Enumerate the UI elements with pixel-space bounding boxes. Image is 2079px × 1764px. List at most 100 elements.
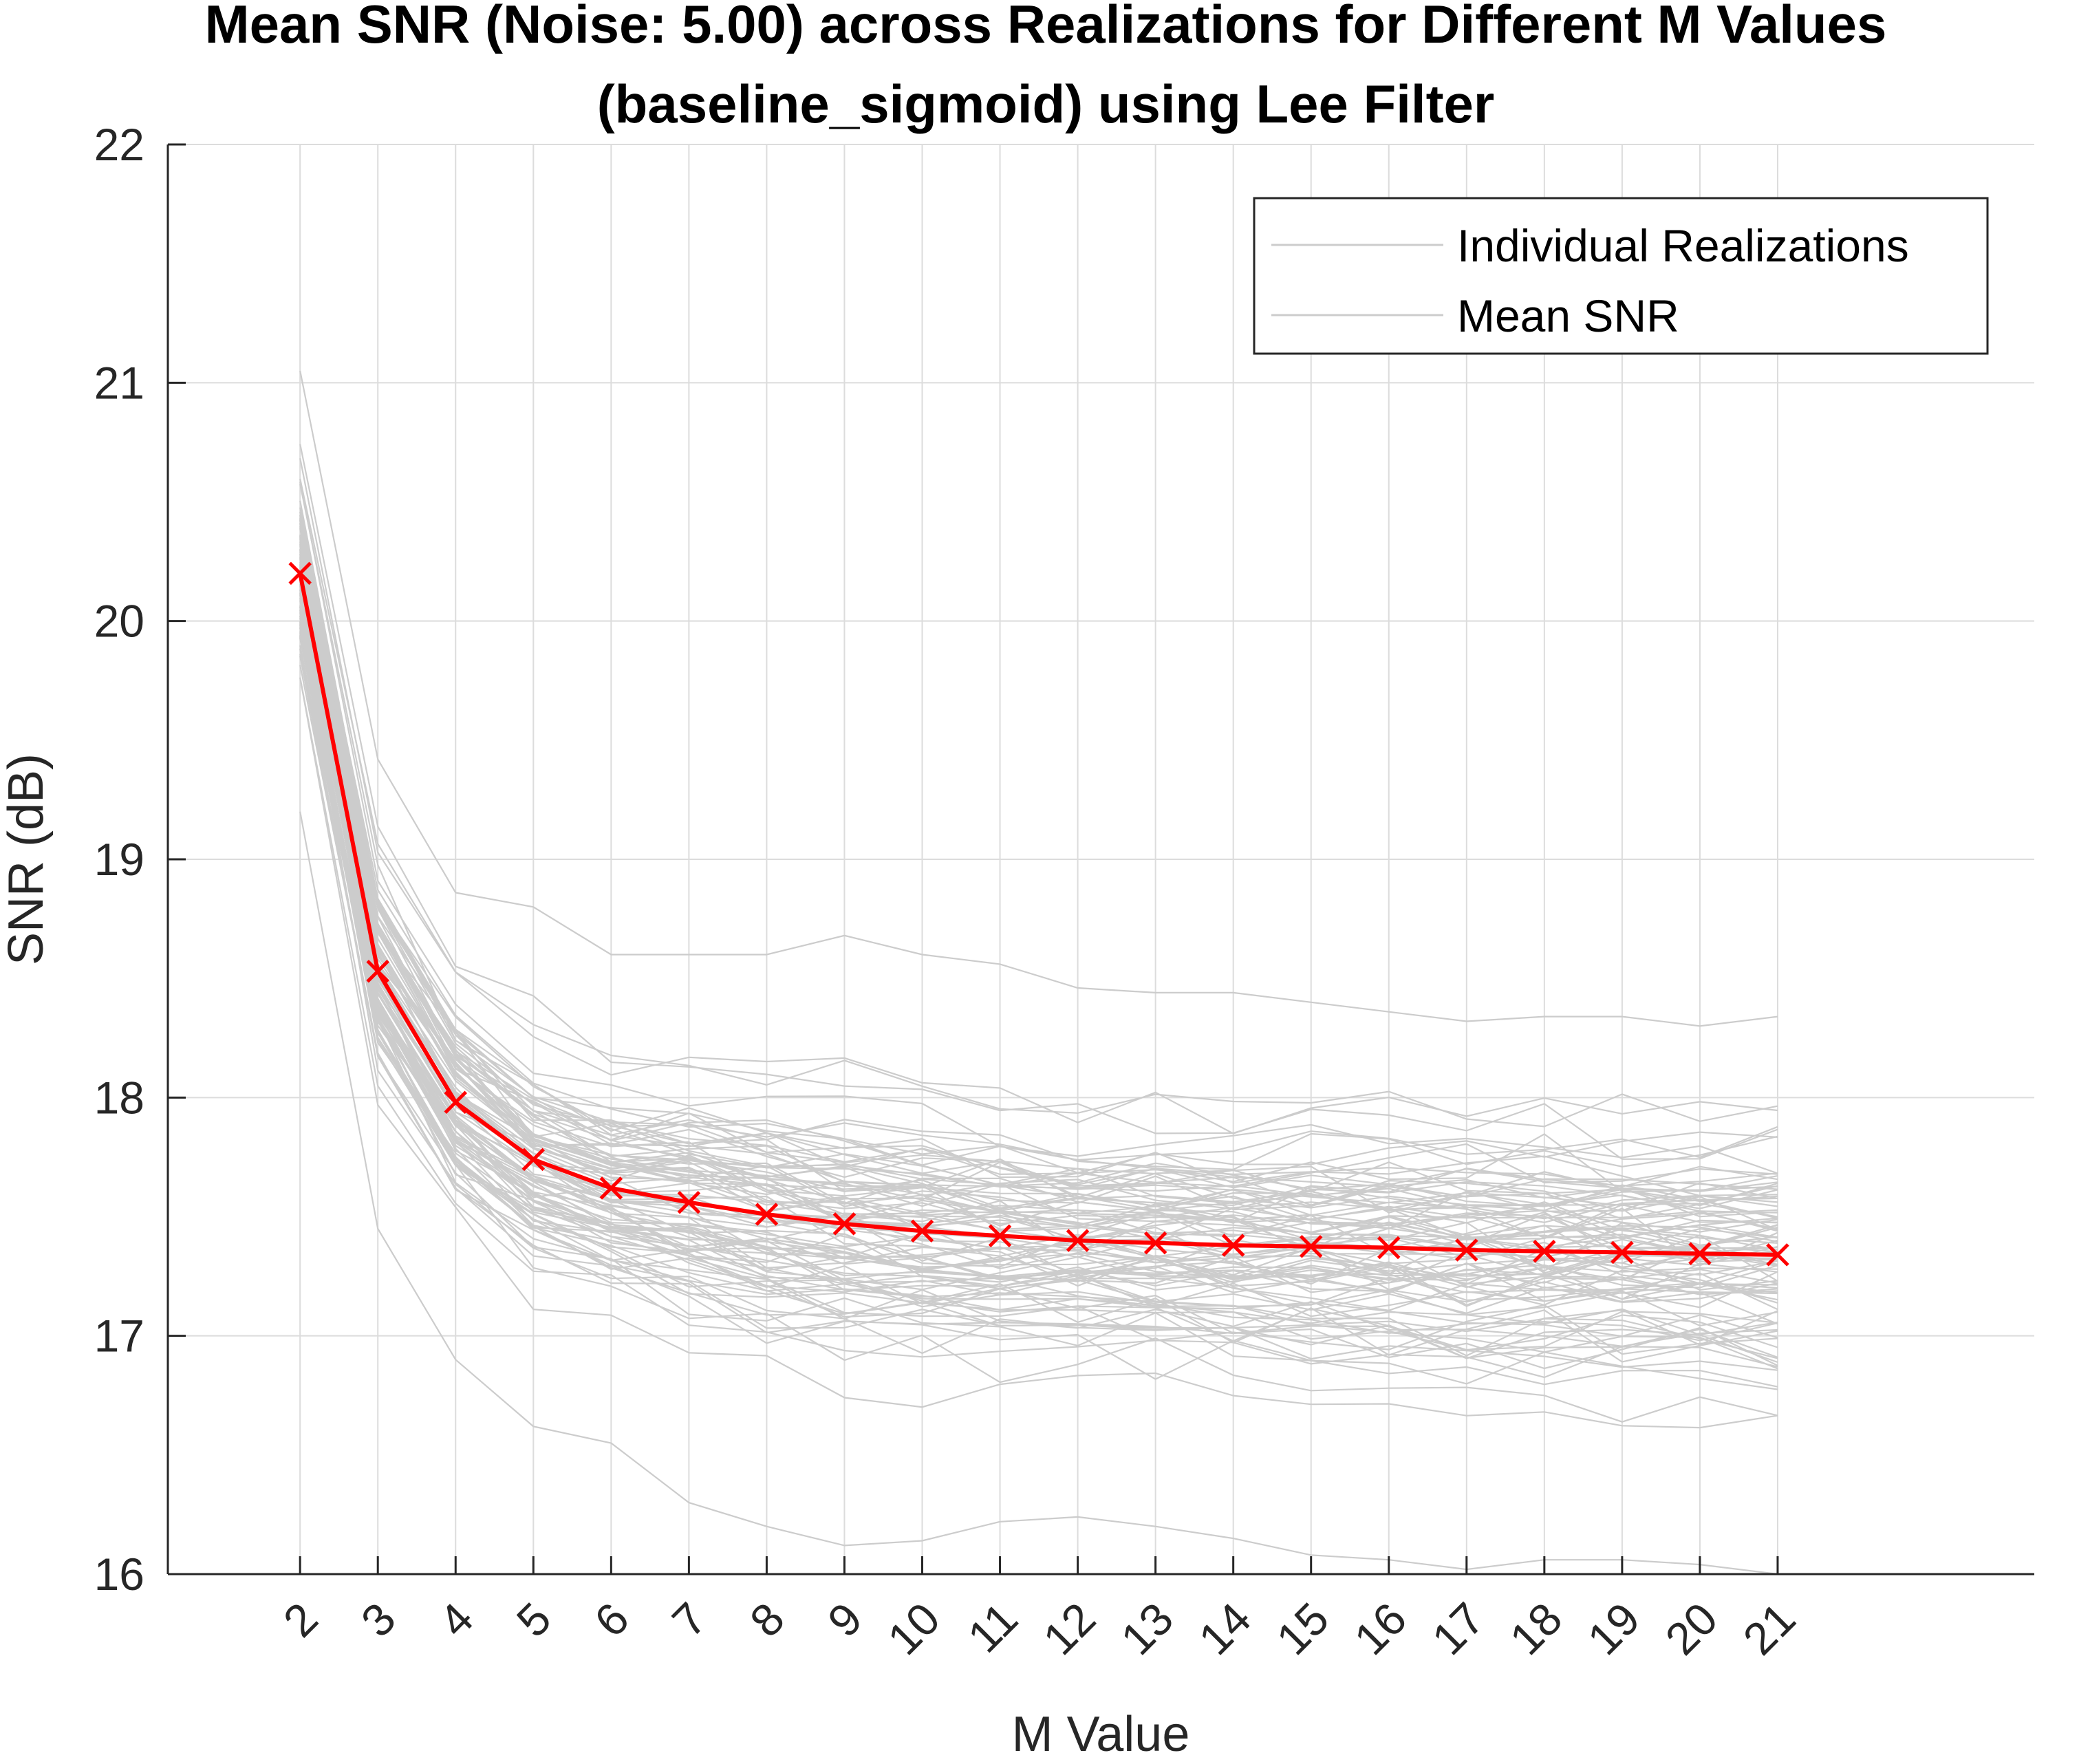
legend-box bbox=[1253, 197, 1989, 355]
realization-line bbox=[299, 677, 1778, 1429]
mean-snr-marker-stroke bbox=[444, 1090, 468, 1115]
realization-line bbox=[299, 575, 1778, 1301]
realization-line bbox=[299, 578, 1778, 1287]
realization-line bbox=[299, 677, 1778, 1379]
realization-line bbox=[299, 519, 1778, 1174]
realization-line bbox=[299, 557, 1778, 1234]
mean-snr-marker-stroke bbox=[288, 561, 312, 585]
mean-snr-marker bbox=[1688, 1242, 1712, 1265]
mean-snr-marker bbox=[1455, 1238, 1478, 1262]
mean-snr-marker-stroke bbox=[599, 1176, 623, 1200]
mean-snr-marker bbox=[677, 1190, 701, 1214]
realization-line bbox=[299, 656, 1778, 1388]
realization-line bbox=[299, 577, 1778, 1284]
realization-line bbox=[299, 585, 1778, 1327]
y-tick-labels: 16 17 18 19 20 21 22 bbox=[94, 119, 144, 1600]
realization-line bbox=[299, 522, 1778, 1212]
realization-line bbox=[299, 627, 1778, 1314]
mean-snr-marker-stroke bbox=[1221, 1234, 1245, 1257]
mean-snr-marker-stroke bbox=[1455, 1238, 1478, 1262]
mean-snr-marker bbox=[1143, 1231, 1167, 1255]
mean-snr-marker bbox=[599, 1176, 623, 1200]
realization-line bbox=[299, 458, 1778, 1134]
realization-line bbox=[299, 518, 1778, 1171]
realization-line bbox=[299, 515, 1778, 1203]
realization-line bbox=[299, 624, 1778, 1359]
mean-snr-marker bbox=[988, 1224, 1012, 1247]
legend: Individual Realizations Mean SNR bbox=[1253, 197, 1989, 355]
realization-line bbox=[299, 517, 1778, 1220]
realization-line bbox=[299, 558, 1778, 1256]
mean-snr-marker-stroke bbox=[1611, 1240, 1634, 1265]
mean-snr-line bbox=[298, 572, 1778, 1257]
realization-line bbox=[299, 515, 1778, 1166]
mean-snr-marker-stroke bbox=[1766, 1243, 1789, 1267]
mean-snr-series bbox=[288, 561, 1789, 1267]
mean-snr-marker-stroke bbox=[832, 1212, 857, 1236]
realization-line bbox=[299, 545, 1778, 1238]
realization-line bbox=[299, 649, 1778, 1423]
y-tick-label: 16 bbox=[94, 1549, 144, 1600]
axes bbox=[166, 143, 2034, 1575]
y-tick-label: 19 bbox=[94, 834, 144, 885]
individual-realizations bbox=[299, 370, 1778, 1575]
realization-line bbox=[299, 593, 1778, 1359]
realization-line bbox=[299, 582, 1778, 1311]
mean-snr-marker-stroke bbox=[1533, 1239, 1556, 1263]
realization-line bbox=[299, 482, 1778, 1174]
x-axis-label: M Value bbox=[1012, 1707, 1190, 1762]
realization-line bbox=[299, 541, 1778, 1224]
mean-snr-marker-stroke bbox=[677, 1190, 701, 1214]
mean-snr-marker-stroke bbox=[1143, 1231, 1167, 1255]
mean-snr-marker-stroke bbox=[755, 1203, 779, 1226]
legend-label-mean: Mean SNR bbox=[1457, 290, 1679, 341]
chart-subtitle: (baseline_sigmoid) using Lee Filter bbox=[597, 74, 1495, 134]
realization-line bbox=[299, 665, 1778, 1370]
y-tick-label: 17 bbox=[94, 1311, 144, 1362]
realization-line bbox=[299, 592, 1778, 1291]
realization-line bbox=[299, 511, 1778, 1214]
realization-line bbox=[299, 811, 1778, 1575]
realization-line bbox=[299, 444, 1778, 1160]
realization-line bbox=[299, 567, 1778, 1209]
realization-line bbox=[299, 576, 1778, 1278]
mean-snr-marker-stroke bbox=[1688, 1242, 1712, 1265]
realization-line bbox=[299, 612, 1778, 1284]
realization-line bbox=[299, 636, 1778, 1302]
y-axis-label: SNR (dB) bbox=[0, 753, 54, 965]
mean-snr-marker bbox=[366, 960, 389, 983]
mean-snr-marker bbox=[1221, 1234, 1245, 1257]
mean-snr-marker bbox=[288, 561, 312, 585]
realization-line bbox=[299, 638, 1778, 1351]
realization-line bbox=[299, 605, 1778, 1293]
mean-snr-marker-stroke bbox=[366, 960, 389, 983]
legend-label-realizations: Individual Realizations bbox=[1457, 220, 1909, 271]
mean-snr-marker-stroke bbox=[910, 1219, 934, 1243]
mean-snr-marker bbox=[1611, 1240, 1634, 1265]
mean-snr-marker bbox=[1766, 1243, 1789, 1267]
mean-snr-marker bbox=[1377, 1236, 1401, 1260]
mean-snr-marker-stroke bbox=[1299, 1235, 1323, 1258]
realization-line bbox=[299, 593, 1778, 1357]
realization-line bbox=[299, 632, 1778, 1351]
mean-snr-marker bbox=[1299, 1235, 1323, 1258]
realization-line bbox=[299, 627, 1778, 1342]
mean-snr-marker bbox=[832, 1212, 857, 1236]
mean-snr-marker bbox=[755, 1203, 779, 1226]
realization-line bbox=[299, 478, 1778, 1128]
mean-snr-marker-stroke bbox=[1066, 1229, 1090, 1252]
mean-snr-marker-stroke bbox=[1377, 1236, 1401, 1260]
realization-line bbox=[299, 554, 1778, 1221]
mean-snr-marker bbox=[521, 1148, 546, 1172]
chart-title: Mean SNR (Noise: 5.00) across Realizatio… bbox=[205, 0, 1887, 54]
mean-snr-marker bbox=[910, 1219, 934, 1243]
realization-line bbox=[299, 648, 1778, 1390]
realization-line bbox=[299, 566, 1778, 1286]
mean-snr-marker bbox=[444, 1090, 468, 1115]
y-tick-label: 18 bbox=[94, 1072, 144, 1123]
y-tick-label: 21 bbox=[94, 357, 144, 408]
y-tick-label: 22 bbox=[94, 119, 144, 170]
mean-snr-marker-stroke bbox=[521, 1148, 546, 1172]
realization-line bbox=[299, 589, 1778, 1275]
